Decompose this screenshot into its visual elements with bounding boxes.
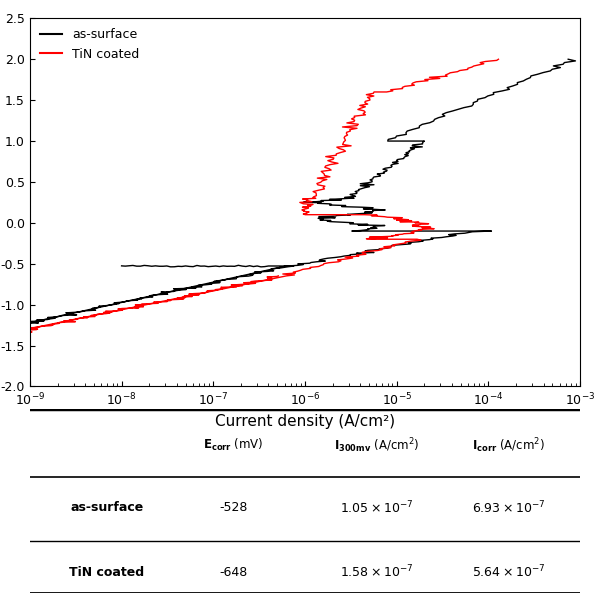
- Text: $6.93\times10^{-7}$: $6.93\times10^{-7}$: [472, 500, 545, 516]
- Legend: as-surface, TiN coated: as-surface, TiN coated: [36, 24, 144, 64]
- Text: as-surface: as-surface: [71, 502, 144, 514]
- Text: $5.64\times10^{-7}$: $5.64\times10^{-7}$: [472, 564, 545, 580]
- Text: $\mathbf{E_{corr}}$ (mV): $\mathbf{E_{corr}}$ (mV): [203, 437, 264, 453]
- Text: -648: -648: [219, 566, 248, 579]
- Text: $1.05\times10^{-7}$: $1.05\times10^{-7}$: [340, 500, 413, 516]
- Text: $\mathbf{I_{300mv}}$ (A/cm$^2$): $\mathbf{I_{300mv}}$ (A/cm$^2$): [334, 436, 419, 455]
- Text: $1.58\times10^{-7}$: $1.58\times10^{-7}$: [340, 564, 413, 580]
- Text: TiN coated: TiN coated: [69, 566, 145, 579]
- Text: -528: -528: [219, 502, 248, 514]
- X-axis label: Current density (A/cm²): Current density (A/cm²): [215, 414, 395, 428]
- Text: $\mathbf{I_{corr}}$ (A/cm$^2$): $\mathbf{I_{corr}}$ (A/cm$^2$): [472, 436, 545, 455]
